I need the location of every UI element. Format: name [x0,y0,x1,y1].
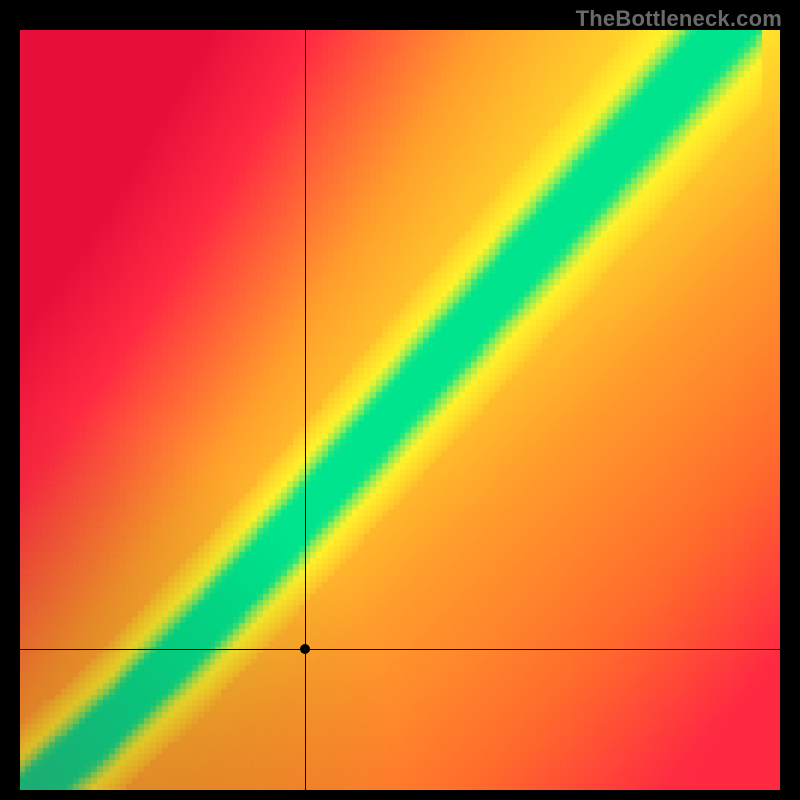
watermark-text: TheBottleneck.com [576,6,782,32]
crosshair-horizontal [20,649,780,650]
heatmap-canvas [20,30,780,790]
plot-area [20,30,780,790]
selected-point-marker [300,644,310,654]
crosshair-vertical [305,30,306,790]
chart-container: TheBottleneck.com [0,0,800,800]
